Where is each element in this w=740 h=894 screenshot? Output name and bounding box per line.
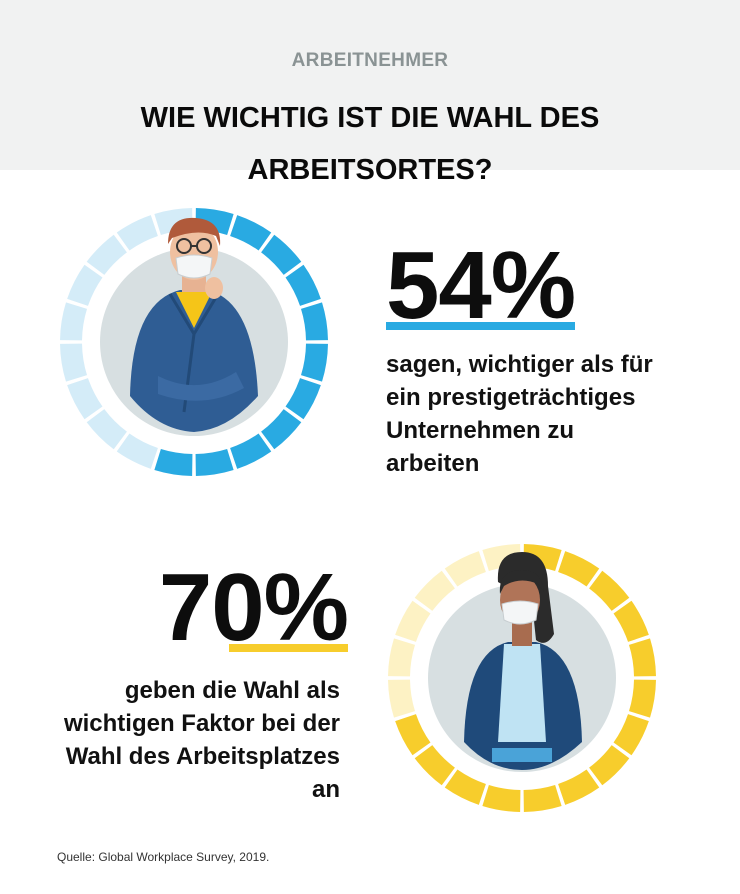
ring-segment <box>395 714 431 756</box>
ring-segment <box>67 264 103 306</box>
ring-segment <box>414 570 455 611</box>
ring-segment <box>388 679 416 718</box>
ring-segment <box>523 784 562 812</box>
stat-description-2: geben die Wahl als wichtigen Faktor bei … <box>40 674 340 806</box>
ring-segment <box>116 215 158 251</box>
ring-segment <box>60 343 88 382</box>
ring-segment <box>613 714 649 756</box>
ring-segment <box>86 409 127 450</box>
stat-line: ein prestigeträchtiges <box>386 384 636 411</box>
stat-line: wichtigen Faktor bei der <box>63 710 340 737</box>
stat-value-2-text: 70% <box>158 554 349 661</box>
ring-segment <box>67 378 103 420</box>
stat-value-1-text: 54% <box>386 232 576 339</box>
stat-description-1: sagen, wichtiger als für ein prestigeträ… <box>386 348 706 480</box>
ring-segment <box>444 769 486 805</box>
ring-segment <box>285 264 321 306</box>
ring-segment <box>230 433 272 469</box>
header-band <box>0 0 740 170</box>
ring-segment <box>395 600 431 642</box>
progress-ring-54 <box>60 208 328 476</box>
stat-value-2-wrap: 70% <box>40 560 349 656</box>
page-title: WIE WICHTIG IST DIE WAHL DES ARBEITSORTE… <box>140 102 600 186</box>
ring-segment <box>558 551 600 587</box>
ring-segment <box>589 745 630 786</box>
ring-segment <box>558 769 600 805</box>
ring-segment <box>60 302 88 341</box>
stat-line: geben die Wahl als <box>124 677 340 704</box>
ring-segment <box>86 234 127 275</box>
progress-ring-70 <box>388 544 656 812</box>
section-kicker: ARBEITNEHMER <box>291 50 449 71</box>
stat-line: an <box>311 776 340 803</box>
ring-segments <box>60 208 328 476</box>
ring-segment <box>414 745 455 786</box>
stat-line: arbeiten <box>386 450 480 477</box>
ring-segment <box>628 679 656 718</box>
ring-segment <box>300 343 328 382</box>
ring-segment <box>388 638 416 677</box>
ring-segment <box>482 784 521 812</box>
stat-value-1: 54% <box>386 238 576 334</box>
ring-segment <box>116 433 158 469</box>
stat-block-1: 54% sagen, wichtiger als für ein prestig… <box>386 238 706 480</box>
ring-segment <box>613 600 649 642</box>
stat-line: sagen, wichtiger als für <box>386 351 653 378</box>
woman-with-mask-icon <box>464 552 582 770</box>
ring-segment <box>285 378 321 420</box>
ring-segment <box>154 448 193 476</box>
stat-block-2: 70% geben die Wahl als wichtigen Faktor … <box>40 560 349 806</box>
ring-segment <box>589 570 630 611</box>
ring-segment <box>261 409 302 450</box>
ring-segment <box>261 234 302 275</box>
stat-line: Unternehmen zu <box>386 417 575 444</box>
ring-segment <box>230 215 272 251</box>
ring-segment <box>195 448 234 476</box>
source-note: Quelle: Global Workplace Survey, 2019. <box>57 850 270 864</box>
man-with-mask-glasses-icon <box>130 217 258 432</box>
stat-line: Wahl des Arbeitsplatzes <box>65 743 340 770</box>
ring-segment <box>444 551 486 587</box>
ring-segments <box>388 544 656 812</box>
stat-value-2: 70% <box>159 560 349 656</box>
ring-segment <box>628 638 656 677</box>
ring-segment <box>300 302 328 341</box>
